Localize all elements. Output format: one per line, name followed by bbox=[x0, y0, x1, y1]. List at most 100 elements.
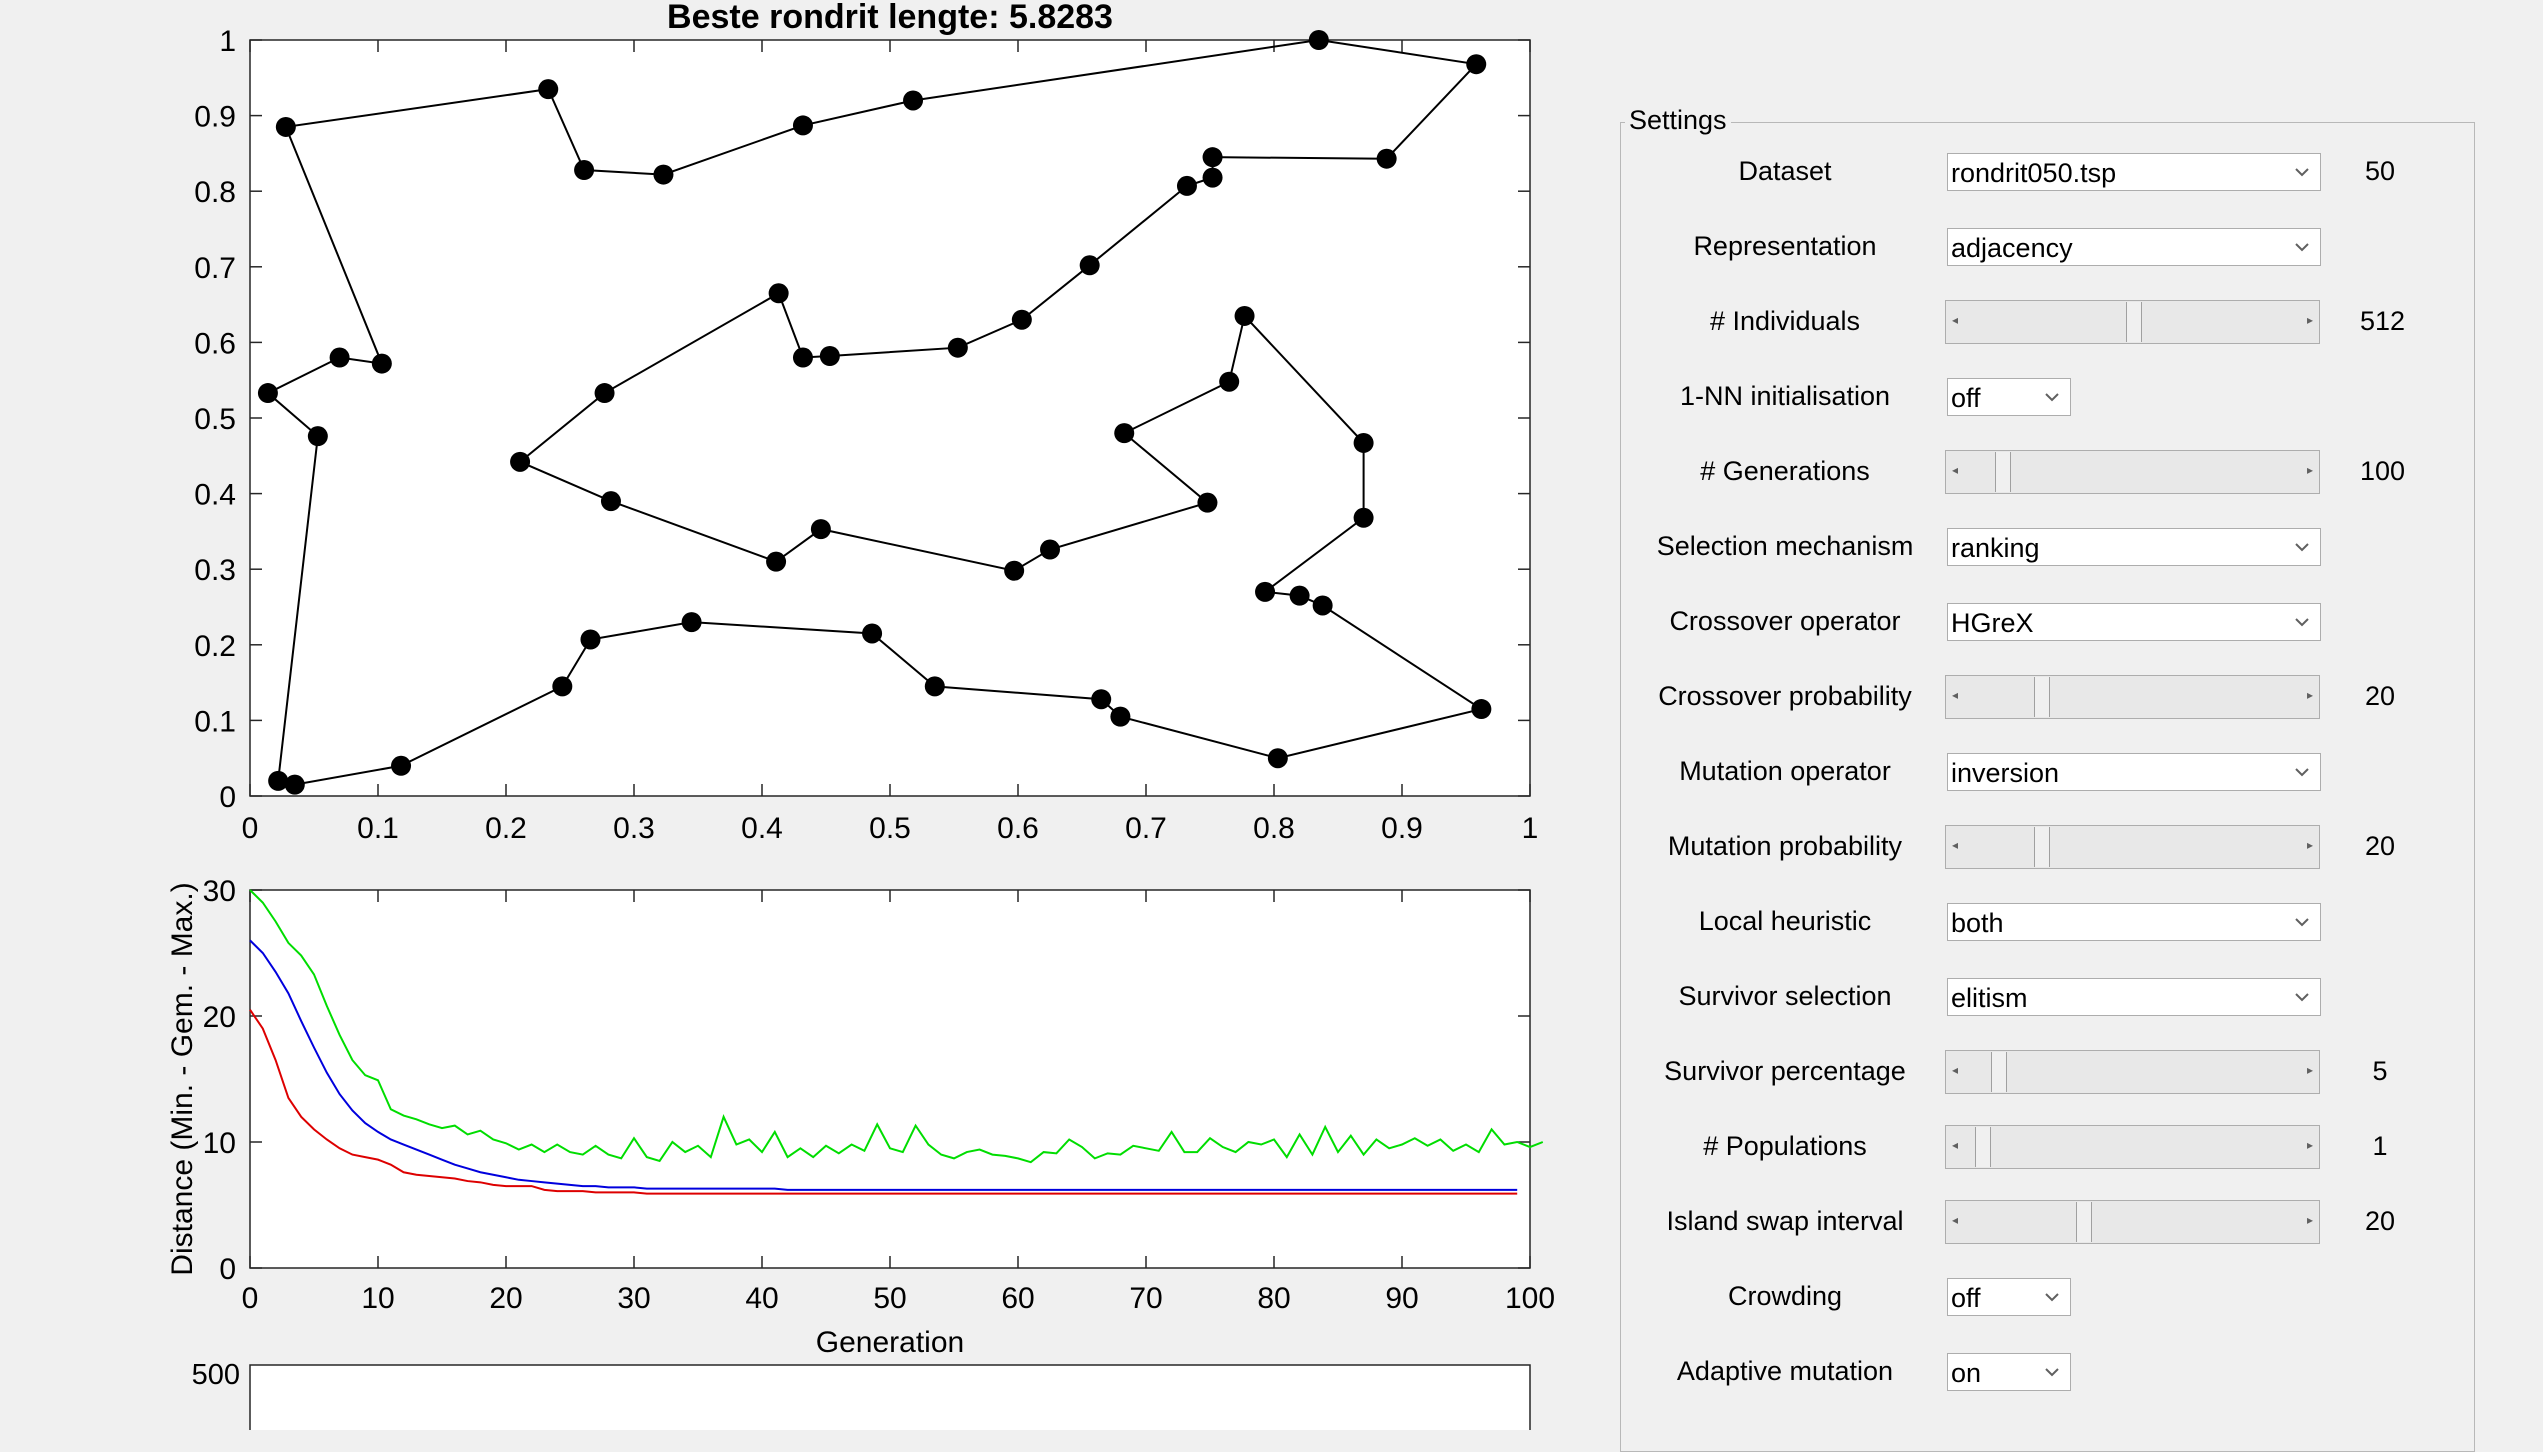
survivor-percentage-slider[interactable]: ◂ ▸ bbox=[1945, 1050, 2320, 1094]
tour-plot-title: Beste rondrit lengte: 5.8283 bbox=[667, 0, 1113, 36]
survivor-percentage-slider-thumb[interactable] bbox=[1991, 1052, 2008, 1092]
city-point bbox=[810, 519, 831, 540]
city-point bbox=[1353, 432, 1374, 453]
convergence-plot-axes bbox=[249, 889, 1531, 1269]
slider-right-arrow-icon[interactable]: ▸ bbox=[2306, 1213, 2313, 1227]
convergence-series-line bbox=[249, 889, 1544, 1164]
mutation-probability-label: Mutation probability bbox=[1667, 831, 1903, 861]
city-point bbox=[1234, 305, 1255, 326]
adaptive-mutation-dropdown[interactable]: on bbox=[1947, 1353, 2071, 1391]
conv-ytick-label: 0 bbox=[219, 1253, 236, 1286]
survivor-percentage-label: Survivor percentage bbox=[1664, 1056, 1906, 1086]
survivor-selection-label: Survivor selection bbox=[1678, 981, 1892, 1011]
tour-xtick-label: 0.1 bbox=[357, 812, 399, 845]
crossover-probability-slider-thumb[interactable] bbox=[2033, 677, 2050, 717]
city-point bbox=[307, 426, 328, 447]
slider-right-arrow-icon[interactable]: ▸ bbox=[2306, 1138, 2313, 1152]
tour-xtick-label: 0.5 bbox=[869, 812, 911, 845]
city-point bbox=[766, 551, 787, 572]
slider-right-arrow-icon[interactable]: ▸ bbox=[2306, 313, 2313, 327]
chevron-down-icon bbox=[2295, 543, 2309, 552]
slider-right-arrow-icon[interactable]: ▸ bbox=[2306, 688, 2313, 702]
representation-dropdown[interactable]: adjacency bbox=[1947, 228, 2321, 266]
survivor-selection-dropdown[interactable]: elitism bbox=[1947, 978, 2321, 1016]
island-swap-interval-slider-thumb[interactable] bbox=[2076, 1202, 2093, 1242]
city-point bbox=[792, 347, 813, 368]
mutation-probability-slider-thumb[interactable] bbox=[2033, 827, 2050, 867]
city-point bbox=[768, 283, 789, 304]
tour-ytick-label: 0.7 bbox=[194, 252, 236, 285]
city-point bbox=[284, 774, 305, 795]
slider-left-arrow-icon[interactable]: ◂ bbox=[1952, 1138, 1959, 1152]
1-nn-initialisation-dropdown[interactable]: off bbox=[1947, 378, 2071, 416]
city-point bbox=[268, 770, 289, 791]
city-point bbox=[1202, 167, 1223, 188]
crossover-probability-slider[interactable]: ◂ ▸ bbox=[1945, 675, 2320, 719]
survivor-selection-value: elitism bbox=[1951, 983, 2028, 1013]
slider-left-arrow-icon[interactable]: ◂ bbox=[1952, 688, 1959, 702]
conv-xtick-label: 90 bbox=[1385, 1282, 1418, 1315]
slider-left-arrow-icon[interactable]: ◂ bbox=[1952, 1213, 1959, 1227]
local-heuristic-value: both bbox=[1951, 908, 2004, 938]
slider-left-arrow-icon[interactable]: ◂ bbox=[1952, 313, 1959, 327]
populations-slider-thumb[interactable] bbox=[1975, 1127, 1992, 1167]
populations-count: 1 bbox=[2372, 1131, 2388, 1161]
mutation-probability-count: 20 bbox=[2364, 831, 2396, 861]
crossover-probability-label: Crossover probability bbox=[1658, 681, 1912, 711]
crossover-operator-dropdown[interactable]: HGreX bbox=[1947, 603, 2321, 641]
crowding-value: off bbox=[1951, 1283, 1981, 1313]
slider-left-arrow-icon[interactable]: ◂ bbox=[1952, 1063, 1959, 1077]
city-point bbox=[257, 383, 278, 404]
city-point bbox=[594, 383, 615, 404]
survivor-percentage-count: 5 bbox=[2372, 1056, 2388, 1086]
crowding-label: Crowding bbox=[1727, 1281, 1843, 1311]
city-point bbox=[391, 755, 412, 776]
individuals-slider-thumb[interactable] bbox=[2125, 302, 2142, 342]
city-point bbox=[819, 346, 840, 367]
city-point bbox=[1353, 507, 1374, 528]
slider-left-arrow-icon[interactable]: ◂ bbox=[1952, 838, 1959, 852]
tour-xtick-label: 0.2 bbox=[485, 812, 527, 845]
conv-xtick-label: 50 bbox=[873, 1282, 906, 1315]
chevron-down-icon bbox=[2295, 918, 2309, 927]
city-point bbox=[1176, 175, 1197, 196]
city-point bbox=[653, 164, 674, 185]
representation-label: Representation bbox=[1693, 231, 1877, 261]
tour-xtick-label: 0.6 bbox=[997, 812, 1039, 845]
city-point bbox=[574, 160, 595, 181]
mutation-probability-slider[interactable]: ◂ ▸ bbox=[1945, 825, 2320, 869]
generations-slider[interactable]: ◂ ▸ bbox=[1945, 450, 2320, 494]
individuals-slider[interactable]: ◂ ▸ bbox=[1945, 300, 2320, 344]
convergence-plot: 0 10 20 30 40 50 60 70 80 90 100 0 10 20 30 Generation… bbox=[166, 875, 1555, 1359]
conv-ytick-label: 20 bbox=[203, 1001, 236, 1034]
tour-ytick-label: 0.3 bbox=[194, 554, 236, 587]
populations-label: # Populations bbox=[1703, 1131, 1867, 1161]
tour-ytick-label: 0.5 bbox=[194, 403, 236, 436]
slider-right-arrow-icon[interactable]: ▸ bbox=[2306, 838, 2313, 852]
tour-ytick-label: 0.2 bbox=[194, 630, 236, 663]
selection-mechanism-dropdown[interactable]: ranking bbox=[1947, 528, 2321, 566]
slider-right-arrow-icon[interactable]: ▸ bbox=[2306, 463, 2313, 477]
conv-xtick-label: 70 bbox=[1129, 1282, 1162, 1315]
generations-slider-thumb[interactable] bbox=[1994, 452, 2011, 492]
1-nn-initialisation-value: off bbox=[1951, 383, 1981, 413]
mutation-operator-dropdown[interactable]: inversion bbox=[1947, 753, 2321, 791]
conv-ytick-label: 30 bbox=[203, 875, 236, 908]
city-point bbox=[1197, 492, 1218, 513]
generations-count: 100 bbox=[2360, 456, 2406, 486]
populations-slider[interactable]: ◂ ▸ bbox=[1945, 1125, 2320, 1169]
chevron-down-icon bbox=[2295, 993, 2309, 1002]
dataset-dropdown[interactable]: rondrit050.tsp bbox=[1947, 153, 2321, 191]
tour-ytick-label: 0 bbox=[219, 781, 236, 814]
crowding-dropdown[interactable]: off bbox=[1947, 1278, 2071, 1316]
individuals-count: 512 bbox=[2360, 306, 2406, 336]
local-heuristic-dropdown[interactable]: both bbox=[1947, 903, 2321, 941]
conv-xtick-label: 0 bbox=[242, 1282, 259, 1315]
island-swap-interval-label: Island swap interval bbox=[1666, 1206, 1904, 1236]
chevron-down-icon bbox=[2295, 243, 2309, 252]
tour-xtick-label: 0.9 bbox=[1381, 812, 1423, 845]
slider-right-arrow-icon[interactable]: ▸ bbox=[2306, 1063, 2313, 1077]
tour-ytick-label: 0.9 bbox=[194, 101, 236, 134]
slider-left-arrow-icon[interactable]: ◂ bbox=[1952, 463, 1959, 477]
island-swap-interval-slider[interactable]: ◂ ▸ bbox=[1945, 1200, 2320, 1244]
